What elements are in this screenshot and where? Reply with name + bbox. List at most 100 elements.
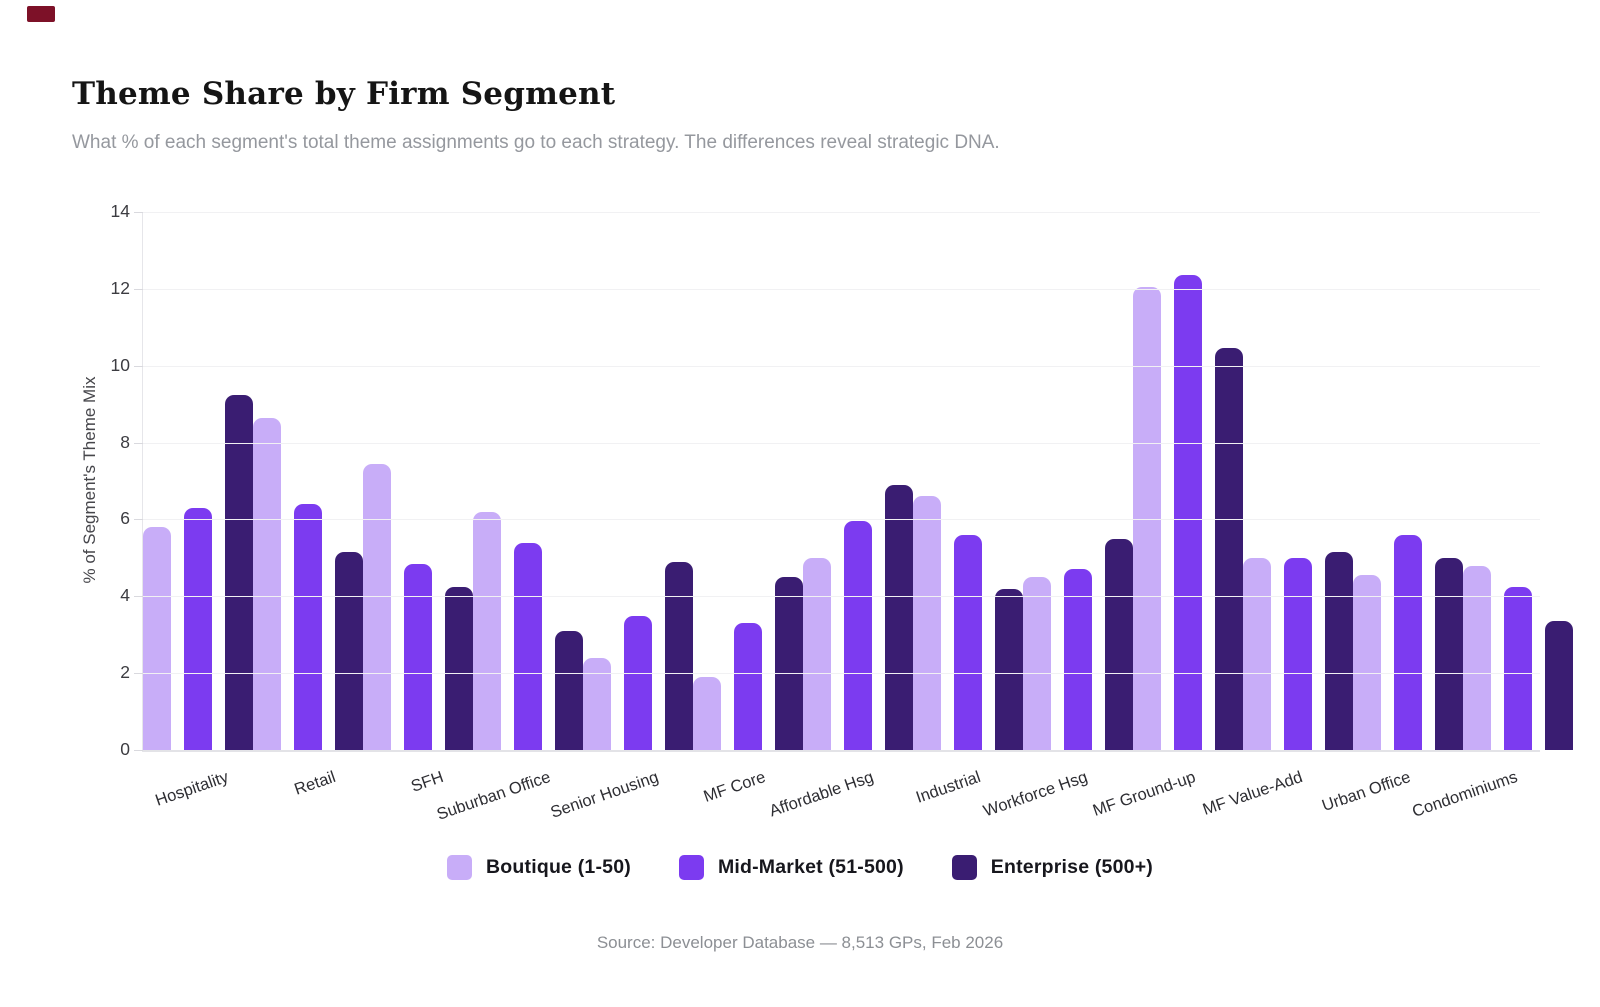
bar-enterprise-workforce-hsg (1105, 538, 1133, 750)
legend-swatch-icon (678, 855, 704, 880)
x-tick-label-urban-office: Urban Office (1319, 768, 1413, 816)
bar-group-industrial (913, 212, 1023, 750)
bar-mid-market-industrial (954, 534, 982, 750)
bar-group-mf-core (693, 212, 803, 750)
bar-mid-market-workforce-hsg (1064, 569, 1092, 750)
gridline-y-0 (143, 750, 1540, 752)
bar-enterprise-condominiums (1545, 621, 1573, 750)
legend-item-enterprise[interactable]: Enterprise (500+) (951, 855, 1153, 880)
bar-group-mf-ground-up (1133, 212, 1243, 750)
bar-boutique-senior-housing (583, 657, 611, 750)
y-tick-mark-10 (134, 365, 143, 367)
bar-enterprise-mf-value-add (1325, 552, 1353, 750)
red-corner-mark (27, 6, 55, 22)
bar-boutique-affordable-hsg (803, 557, 831, 750)
bar-mid-market-mf-core (734, 623, 762, 750)
bar-boutique-mf-value-add (1243, 557, 1271, 750)
bar-group-suburban-office (473, 212, 583, 750)
y-tick-mark-4 (134, 596, 143, 598)
bar-group-mf-value-add (1243, 212, 1353, 750)
gridline-y-12 (143, 288, 1540, 290)
y-tick-label-12: 12 (110, 277, 130, 298)
gridline-y-2 (143, 673, 1540, 675)
bar-mid-market-hospitality (184, 507, 212, 750)
source-caption: Source: Developer Database — 8,513 GPs, … (596, 933, 1004, 952)
x-tick-label-senior-housing: Senior Housing (547, 768, 661, 822)
plot-area (134, 212, 1573, 752)
bar-mid-market-retail (294, 504, 322, 750)
bar-enterprise-mf-ground-up (1215, 348, 1243, 750)
bar-group-condominiums (1463, 212, 1573, 750)
gridline-y-8 (143, 442, 1540, 444)
y-tick-mark-12 (134, 288, 143, 290)
y-tick-label-10: 10 (110, 354, 130, 375)
legend-label: Boutique (1-50) (486, 856, 631, 878)
bar-mid-market-affordable-hsg (844, 521, 872, 750)
x-tick-label-industrial: Industrial (913, 768, 983, 807)
bar-boutique-retail (253, 417, 281, 750)
y-tick-label-0: 0 (120, 739, 130, 759)
x-tick-label-affordable-hsg: Affordable Hsg (766, 768, 876, 821)
x-tick-label-workforce-hsg: Workforce Hsg (981, 768, 1091, 821)
bar-enterprise-sfh (445, 586, 473, 750)
bar-group-hospitality (143, 212, 253, 750)
bar-boutique-condominiums (1463, 565, 1491, 750)
bar-enterprise-hospitality (225, 394, 253, 750)
x-tick-label-suburban-office: Suburban Office (434, 768, 553, 824)
bar-boutique-industrial (913, 496, 941, 750)
x-tick-label-sfh: SFH (408, 768, 446, 796)
bar-boutique-mf-core (693, 677, 721, 750)
bar-mid-market-urban-office (1394, 534, 1422, 750)
bar-enterprise-urban-office (1435, 557, 1463, 750)
chart-legend: Boutique (1-50) Mid-Market (51-500) Enterp… (0, 855, 1600, 880)
bar-mid-market-sfh (404, 563, 432, 750)
legend-label: Enterprise (500+) (990, 856, 1153, 878)
y-tick-mark-6 (134, 519, 143, 521)
bar-group-urban-office (1353, 212, 1463, 750)
gridline-y-4 (143, 596, 1540, 598)
bar-boutique-sfh (363, 463, 391, 750)
legend-swatch-icon (447, 855, 473, 880)
y-tick-mark-2 (134, 673, 143, 675)
bar-boutique-suburban-office (473, 511, 501, 750)
legend-item-mid-market[interactable]: Mid-Market (51-500) (678, 855, 904, 880)
x-tick-label-mf-value-add: MF Value-Add (1200, 768, 1306, 819)
y-tick-mark-14 (134, 212, 143, 213)
bar-group-workforce-hsg (1023, 212, 1133, 750)
bar-enterprise-mf-core (775, 577, 803, 750)
bar-boutique-urban-office (1353, 575, 1381, 750)
page-title: Theme Share by Firm Segment (72, 76, 616, 112)
legend-swatch-icon (951, 855, 977, 880)
bar-mid-market-senior-housing (624, 615, 652, 750)
gridline-y-6 (143, 519, 1540, 521)
legend-item-boutique[interactable]: Boutique (1-50) (447, 855, 631, 880)
gridline-y-14 (143, 212, 1540, 213)
x-tick-label-mf-ground-up: MF Ground-up (1090, 768, 1198, 820)
y-tick-label-8: 8 (120, 431, 130, 452)
bar-mid-market-condominiums (1504, 586, 1532, 750)
page-subtitle: What % of each segment's total theme ass… (72, 132, 1000, 153)
bar-group-retail (253, 212, 363, 750)
bar-mid-market-mf-ground-up (1174, 275, 1202, 750)
legend-label: Mid-Market (51-500) (717, 856, 904, 878)
y-tick-label-6: 6 (120, 508, 130, 529)
bar-enterprise-retail (335, 552, 363, 750)
bar-group-senior-housing (583, 212, 693, 750)
x-axis-labels: Hospitality Retail SFH Suburban Office Senio… (143, 750, 1540, 830)
bar-enterprise-senior-housing (665, 561, 693, 750)
bar-groups (143, 212, 1573, 750)
x-tick-label-condominiums: Condominiums (1410, 768, 1521, 821)
y-axis-line (142, 212, 143, 752)
y-tick-mark-0 (134, 750, 143, 751)
bar-boutique-mf-ground-up (1133, 286, 1161, 750)
x-tick-label-hospitality: Hospitality (152, 768, 231, 810)
gridline-y-10 (143, 365, 1540, 367)
y-tick-label-4: 4 (120, 585, 130, 606)
bar-enterprise-suburban-office (555, 630, 583, 750)
bar-enterprise-industrial (995, 588, 1023, 750)
bar-group-affordable-hsg (803, 212, 913, 750)
bar-mid-market-suburban-office (514, 542, 542, 750)
bar-boutique-hospitality (143, 527, 171, 750)
x-tick-label-mf-core: MF Core (701, 768, 768, 806)
